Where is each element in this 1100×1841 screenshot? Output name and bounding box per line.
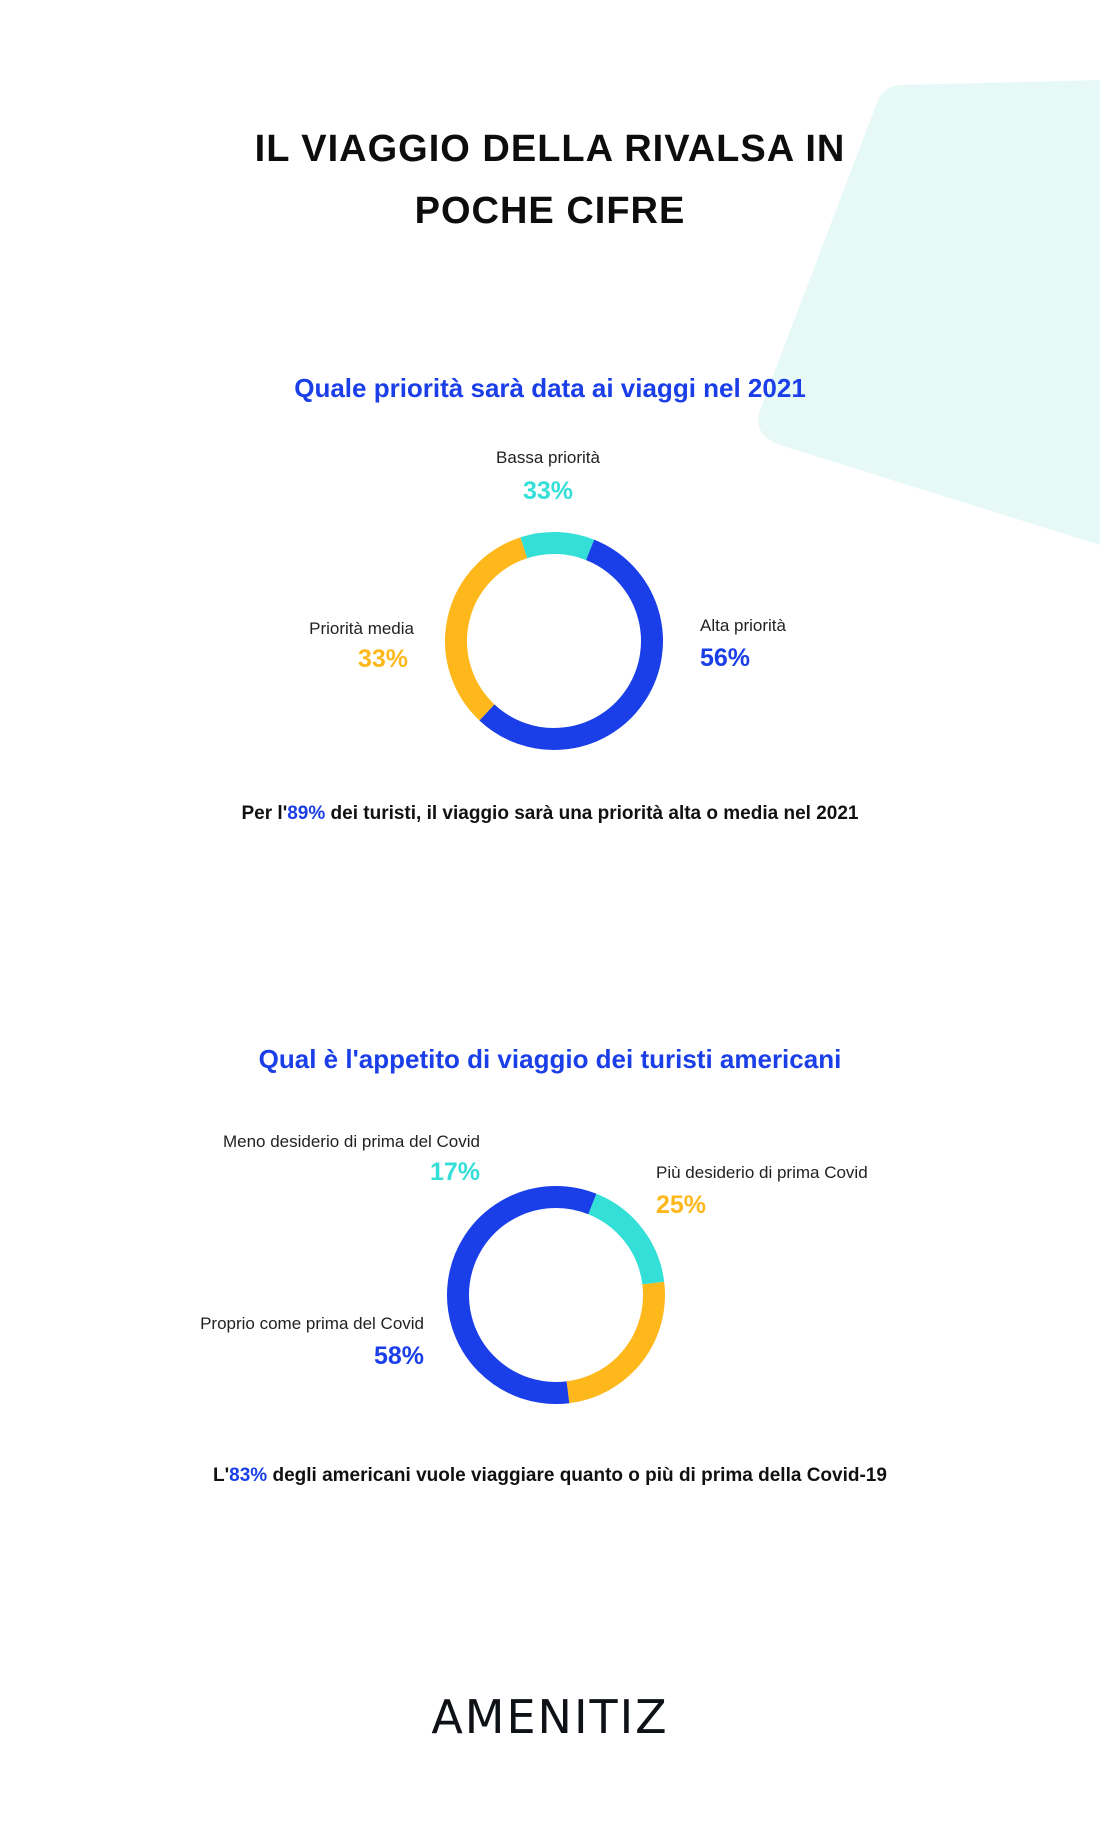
chart-2-slice-3 [587, 1193, 665, 1285]
page-title-line-1: IL VIAGGIO DELLA RIVALSA IN [254, 128, 846, 170]
chart-2-label-piu: Più desiderio di prima Covid [656, 1163, 868, 1182]
chart-2-note-highlight: 83% [229, 1465, 268, 1486]
chart-2-note-prefix: L' [213, 1465, 230, 1486]
chart-1-slice-1 [520, 532, 595, 561]
chart-2-value-meno: 17% [429, 1158, 480, 1186]
amenitiz-logo: AMENITIZ [431, 1690, 669, 1744]
chart-2-slice-1 [566, 1281, 665, 1404]
chart-1-title: Quale priorità sarà data ai viaggi nel 2… [294, 373, 806, 403]
page-title-line-2: POCHE CIFRE [414, 190, 686, 232]
chart-1-slice-2 [479, 539, 663, 750]
chart-1-note-highlight: 89% [287, 803, 326, 824]
chart-1-donut [445, 532, 663, 750]
chart-1-value-media: 33% [357, 645, 408, 673]
chart-2-title: Qual è l'appetito di viaggio dei turisti… [258, 1044, 842, 1074]
chart-1-note: Per l'89% dei turisti, il viaggio sarà u… [0, 800, 1100, 828]
chart-1-note-suffix: dei turisti, il viaggio sarà una priorit… [325, 803, 859, 824]
chart-2-label-meno: Meno desiderio di prima del Covid [222, 1132, 480, 1151]
chart-2-label-proprio: Proprio come prima del Covid [200, 1314, 424, 1333]
page-title: IL VIAGGIO DELLA RIVALSA IN POCHE CIFRE [0, 118, 1100, 242]
chart-1-label-bassa: Bassa priorità [496, 448, 600, 467]
chart-2-note: L'83% degli americani vuole viaggiare qu… [0, 1462, 1100, 1490]
chart-1-note-prefix: Per l' [241, 803, 288, 824]
chart-2-donut [447, 1186, 665, 1404]
chart-2-slice-2 [447, 1186, 597, 1404]
chart-2-value-piu: 25% [656, 1191, 707, 1219]
chart-1-value-bassa: 33% [522, 477, 574, 505]
chart-1-value-alta: 56% [700, 644, 751, 672]
chart-2-note-suffix: degli americani vuole viaggiare quanto o… [267, 1465, 887, 1486]
chart-2-value-proprio: 58% [373, 1342, 424, 1370]
chart-1-label-alta: Alta priorità [700, 616, 786, 635]
chart-1-label-media: Priorità media [309, 619, 414, 638]
chart-1-slice-3 [445, 537, 528, 721]
